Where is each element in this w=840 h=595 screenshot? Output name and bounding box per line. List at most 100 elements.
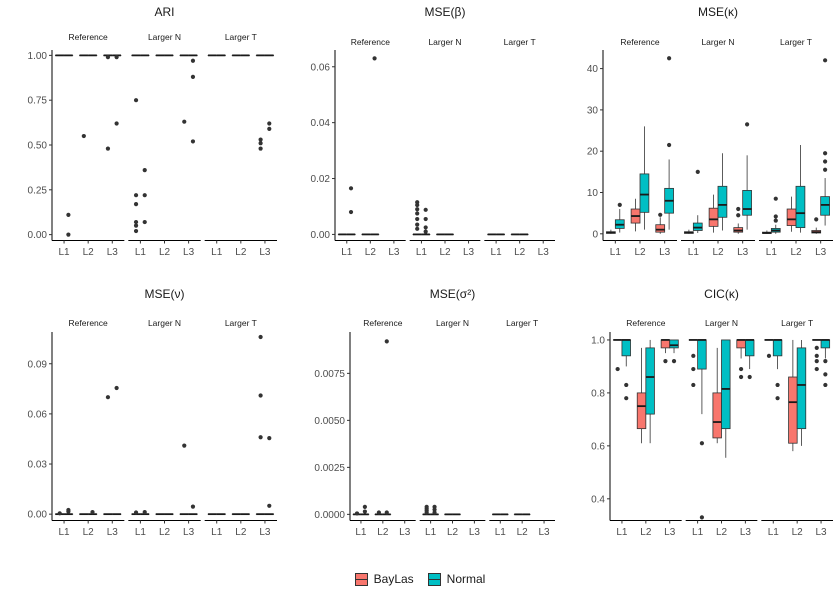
outlier-point-normal [775,382,780,388]
x-tick-label: L1 [58,527,70,538]
outlier-point-baylas [415,211,420,216]
x-tick-label: L1 [341,247,353,258]
outlier-point-baylas [376,510,381,515]
outlier-point-baylas [354,511,360,516]
x-tick-label: L2 [235,527,247,538]
outlier-point-normal [190,504,196,509]
facet-strip-label: Larger T [506,318,538,328]
outlier-point-baylas [133,193,139,198]
outlier-point-normal [114,385,119,391]
panel-4: MSE(ν) 0.00 0.03 0.06 0.09 Reference L1 L2 L3 Lar… [28,287,277,538]
facet-strip-label: Larger N [148,318,181,328]
outlier-point-baylas [415,207,420,212]
outlier-point-baylas [658,212,663,217]
y-tick-label: 0.00 [28,230,48,241]
legend-label-normal: Normal [446,572,486,586]
outlier-point-normal [348,209,354,215]
x-tick-label: L2 [83,247,95,258]
x-tick-label: L1 [211,247,223,258]
box-normal [717,185,728,218]
box-normal [744,339,755,357]
outlier-point-baylas [133,510,139,515]
box-baylas [736,339,746,349]
outlier-point-normal [423,225,428,230]
facet-strip-label: Reference [69,32,108,42]
y-tick-label: 0.0000 [314,510,345,521]
x-tick-label: L3 [183,527,195,538]
box-baylas [636,392,647,430]
outlier-point-baylas [81,133,86,139]
outlier-point-normal [617,202,622,207]
box-normal [772,339,783,357]
outlier-point-normal [114,121,119,126]
outlier-point-normal [142,193,147,198]
x-tick-label: L2 [83,527,95,538]
outlier-point-baylas [814,359,819,364]
x-tick-label: L2 [790,247,802,258]
outlier-point-baylas [424,510,429,515]
legend: BayLas Normal [0,568,840,590]
outlier-point-baylas [691,366,696,372]
x-tick-label: L2 [517,527,529,538]
y-tick-label: 1.00 [28,51,48,62]
outlier-point-baylas [105,395,111,400]
x-tick-label: L2 [792,527,804,538]
box-normal [795,185,806,229]
outlier-point-baylas [814,345,819,350]
x-tick-label: L2 [159,527,171,538]
x-tick-label: L2 [159,247,171,258]
outlier-point-baylas [736,206,741,212]
outlier-point-baylas [615,366,620,372]
outlier-point-normal [190,74,196,79]
x-tick-label: L3 [259,247,271,258]
outlier-point-baylas [415,202,420,208]
panel-title: MSE(σ²) [430,287,475,301]
box-baylas [786,208,797,226]
box-normal [820,196,830,216]
panel-title: MSE(ν) [145,287,185,301]
x-tick-label: L3 [659,247,671,258]
x-tick-label: L1 [491,247,503,258]
outlier-point-baylas [691,382,696,388]
outlier-point-normal [775,396,780,401]
y-tick-label: 0.0075 [314,369,345,380]
outlier-point-normal [823,359,828,364]
x-tick-label: L3 [538,527,550,538]
x-tick-label: L3 [463,247,475,258]
box-normal [621,339,631,357]
facet-strip-label: Reference [69,318,108,328]
x-tick-label: L3 [107,247,119,258]
x-tick-label: L1 [355,527,367,538]
x-tick-label: L2 [447,527,459,538]
outlier-point-baylas [736,213,741,218]
outlier-point-baylas [814,353,819,358]
y-tick-label: 0.0025 [314,463,345,474]
facet-strip-label: Reference [351,37,390,47]
outlier-point-baylas [766,353,772,358]
outlier-point-normal [384,339,389,344]
outlier-point-normal [142,167,147,173]
outlier-point-normal [267,121,272,126]
y-tick-label: 30 [587,105,599,116]
outlier-point-normal [699,441,705,446]
panel-3: MSE(κ) 0 10 20 30 40 Reference L1 L2 L3 Larger N L1… [587,5,833,258]
outlier-point-baylas [258,141,263,146]
legend-key-normal [427,572,441,586]
outlier-point-baylas [691,353,696,358]
outlier-point-normal [671,359,677,364]
facet-strip-label: Larger N [701,37,734,47]
outlier-point-normal [773,214,778,219]
outlier-point-normal [348,186,354,191]
outlier-point-normal [267,503,272,508]
facet-strip-label: Larger N [436,318,469,328]
x-tick-label: L3 [183,247,195,258]
box-normal [697,339,707,370]
x-tick-label: L2 [640,527,652,538]
x-tick-label: L1 [688,247,700,258]
y-tick-label: 0.0050 [314,416,345,427]
facet-strip-label: Larger T [225,32,257,42]
facet-strip-label: Reference [626,318,665,328]
outlier-point-baylas [258,137,263,142]
outlier-point-normal [142,510,147,515]
